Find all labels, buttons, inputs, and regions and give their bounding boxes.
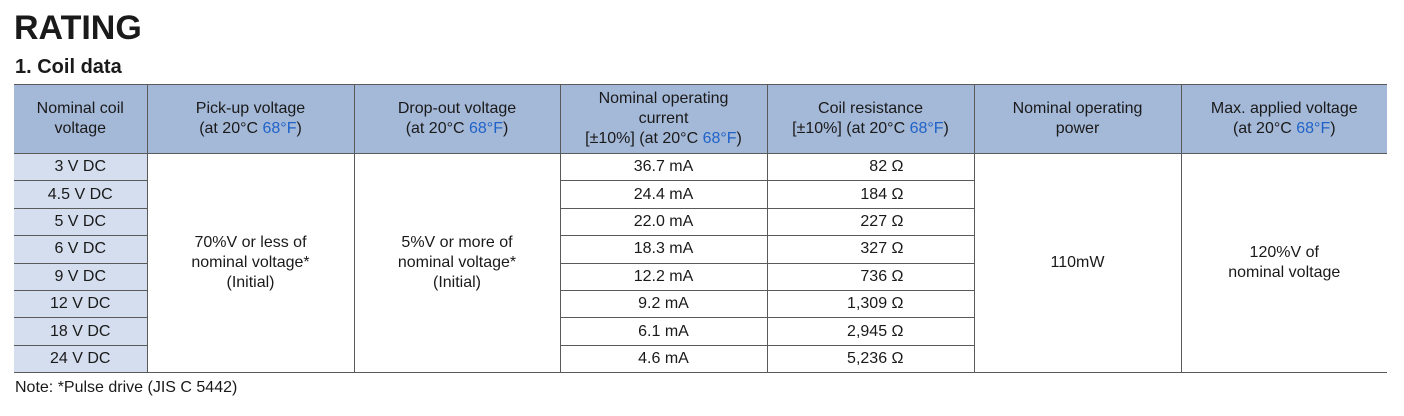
footnote: Note: *Pulse drive (JIS C 5442) bbox=[15, 379, 238, 396]
cell-current: 9.2 mA bbox=[559, 289, 768, 319]
cell-voltage: 12 V DC bbox=[14, 289, 148, 319]
coil-data-table: Nominal coil voltage Pick-up voltage (at… bbox=[14, 84, 1387, 374]
header-max-applied-voltage: Max. applied voltage (at 20°C 68°F) bbox=[1180, 84, 1387, 154]
table-header-row: Nominal coil voltage Pick-up voltage (at… bbox=[14, 84, 1387, 154]
table-row: 4.5 V DC 24.4 mA 184 Ω bbox=[14, 180, 1387, 209]
cell-resistance: 82 Ω bbox=[766, 152, 975, 182]
cell-voltage: 9 V DC bbox=[14, 262, 148, 291]
header-nominal-coil-voltage: Nominal coil voltage bbox=[14, 84, 148, 154]
cell-current: 24.4 mA bbox=[559, 180, 768, 209]
cell-voltage: 5 V DC bbox=[14, 207, 148, 237]
cell-current: 36.7 mA bbox=[559, 152, 768, 182]
table-row: 12 V DC 9.2 mA 1,309 Ω bbox=[14, 289, 1387, 319]
cell-dropout-voltage: 5%V or more of nominal voltage* (Initial… bbox=[353, 152, 561, 374]
cell-voltage: 3 V DC bbox=[14, 152, 148, 182]
cell-resistance: 1,309 Ω bbox=[766, 289, 975, 319]
cell-voltage: 18 V DC bbox=[14, 317, 148, 346]
cell-resistance: 5,236 Ω bbox=[766, 344, 975, 374]
cell-resistance: 227 Ω bbox=[766, 207, 975, 237]
cell-voltage: 4.5 V DC bbox=[14, 180, 148, 209]
header-coil-resistance: Coil resistance [±10%] (at 20°C 68°F) bbox=[766, 84, 975, 154]
header-nominal-operating-power: Nominal operating power bbox=[973, 84, 1182, 154]
page-title: RATING bbox=[14, 9, 142, 47]
cell-current: 18.3 mA bbox=[559, 235, 768, 264]
cell-voltage: 6 V DC bbox=[14, 235, 148, 264]
section-title: 1. Coil data bbox=[15, 56, 122, 78]
cell-pickup-voltage: 70%V or less of nominal voltage* (Initia… bbox=[146, 152, 355, 374]
table-row: 24 V DC 4.6 mA 5,236 Ω bbox=[14, 344, 1387, 374]
cell-resistance: 736 Ω bbox=[766, 262, 975, 291]
header-nominal-operating-current: Nominal operating current [±10%] (at 20°… bbox=[559, 84, 768, 154]
table-row: 9 V DC 12.2 mA 736 Ω bbox=[14, 262, 1387, 291]
table-row: 6 V DC 18.3 mA 327 Ω bbox=[14, 235, 1387, 264]
table-row: 3 V DC 70%V or less of nominal voltage* … bbox=[14, 152, 1387, 374]
cell-resistance: 184 Ω bbox=[766, 180, 975, 209]
cell-current: 6.1 mA bbox=[559, 317, 768, 346]
cell-current: 22.0 mA bbox=[559, 207, 768, 237]
cell-resistance: 327 Ω bbox=[766, 235, 975, 264]
cell-nominal-power: 110mW bbox=[973, 152, 1182, 374]
header-dropout-voltage: Drop-out voltage (at 20°C 68°F) bbox=[353, 84, 561, 154]
cell-current: 12.2 mA bbox=[559, 262, 768, 291]
cell-resistance: 2,945 Ω bbox=[766, 317, 975, 346]
table-row: 18 V DC 6.1 mA 2,945 Ω bbox=[14, 317, 1387, 346]
cell-voltage: 24 V DC bbox=[14, 344, 148, 374]
cell-max-applied-voltage: 120%V of nominal voltage bbox=[1180, 152, 1387, 374]
header-pickup-voltage: Pick-up voltage (at 20°C 68°F) bbox=[146, 84, 355, 154]
cell-current: 4.6 mA bbox=[559, 344, 768, 374]
